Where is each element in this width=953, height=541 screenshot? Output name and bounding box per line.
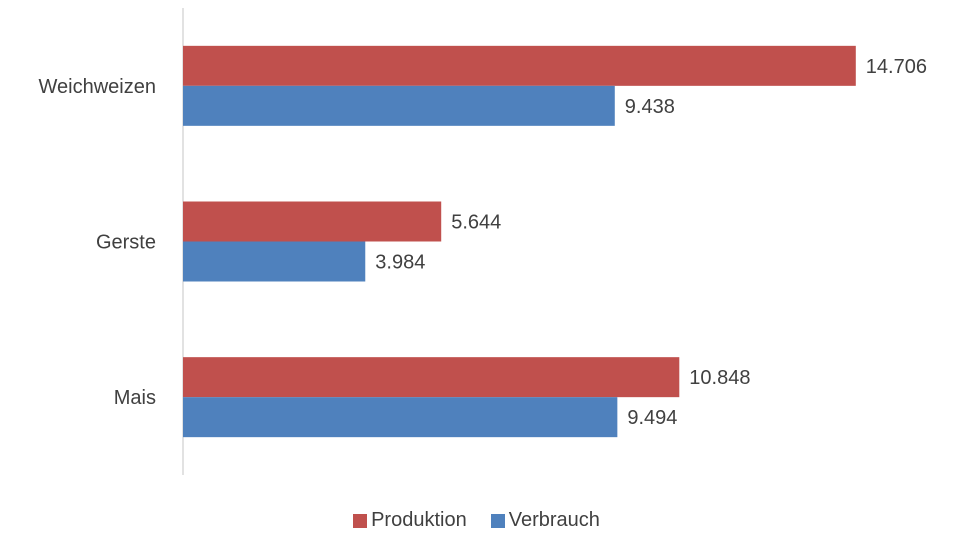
legend: Produktion Verbrauch — [0, 509, 953, 532]
category-labels-layer: Weichweizen Gerste Mais — [39, 76, 156, 409]
data-label-produktion-mais: 10.848 — [689, 367, 750, 389]
data-label-verbrauch-gerste: 3.984 — [375, 252, 425, 274]
category-label-mais: Mais — [114, 387, 156, 409]
legend-item-verbrauch: Verbrauch — [490, 509, 600, 532]
category-label-gerste: Gerste — [96, 232, 156, 254]
legend-swatch-produktion — [353, 513, 368, 528]
data-label-verbrauch-mais: 9.494 — [627, 407, 677, 429]
bar-produktion-weichweizen — [183, 45, 856, 86]
legend-label-verbrauch: Verbrauch — [508, 509, 600, 531]
category-label-weichweizen: Weichweizen — [39, 76, 156, 98]
legend-label-produktion: Produktion — [371, 509, 467, 531]
legend-swatch-verbrauch — [490, 513, 505, 528]
data-label-verbrauch-weichweizen: 9.438 — [625, 96, 675, 118]
data-labels-layer: 14.706 9.438 5.644 3.984 10.848 9.494 — [375, 56, 927, 429]
bars-layer — [183, 45, 856, 438]
bar-produktion-mais — [183, 357, 680, 398]
bar-verbrauch-mais — [183, 397, 618, 438]
bar-verbrauch-gerste — [183, 241, 366, 282]
bar-verbrauch-weichweizen — [183, 85, 615, 126]
legend-item-produktion: Produktion — [353, 509, 467, 532]
data-label-produktion-weichweizen: 14.706 — [866, 56, 927, 78]
bar-produktion-gerste — [183, 201, 442, 242]
data-label-produktion-gerste: 5.644 — [451, 212, 501, 234]
